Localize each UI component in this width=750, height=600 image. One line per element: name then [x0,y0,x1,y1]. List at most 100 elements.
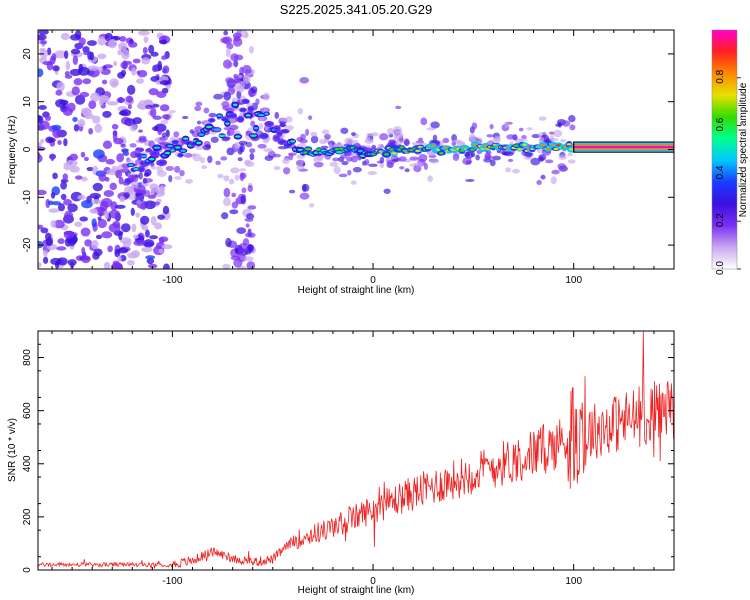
spectrogram-cell [341,161,349,166]
spectrogram-cell [158,39,168,45]
spectrogram-cell [138,135,147,140]
spectrogram-cell [149,235,159,240]
spectrogram-x-axis-label: Height of straight line (km) [298,285,415,296]
spectrogram-cell [69,153,79,161]
spectrogram-cell [313,161,324,168]
spectrogram-cell [260,134,268,138]
spectrogram-cell [194,105,202,112]
spectrogram-y-tick-label: 20 [22,48,33,60]
spectrogram-cell [388,148,395,151]
spectrogram-cell [93,149,105,159]
spectrogram-cell [243,256,254,262]
spectrogram-cell [257,113,265,117]
snr-background [38,331,674,570]
spectrogram-cell [517,148,522,151]
snr-series-line [38,331,674,569]
spectrogram-cell [160,119,169,125]
spectrogram-cell [241,187,247,194]
spectrogram-cell [350,132,356,136]
spectrogram-cell [557,163,567,170]
spectrogram-cell [57,203,66,212]
spectrogram-cell [159,136,168,141]
spectrogram-cell [108,223,121,233]
spectrogram-cell [57,140,62,145]
spectrogram-cell [538,116,547,121]
spectrogram-cell [159,104,170,112]
spectrogram-cell [152,115,162,120]
spectrogram-cell [150,186,155,197]
spectrogram-cell [138,30,150,36]
spectrogram-cell [133,167,139,171]
spectrogram-cell [64,210,74,221]
spectrogram-cell [244,159,252,165]
spectrogram-cell [491,155,502,161]
spectrogram-cell [72,55,79,66]
spectrogram-cell [302,183,310,192]
spectrogram-cell [413,164,422,173]
spectrogram-cell [430,121,440,129]
spectrogram-cell [123,192,131,199]
spectrogram-cell [281,130,288,133]
spectrogram-cell [131,249,141,258]
spectrogram-cell [442,137,450,144]
spectrogram-cell [164,113,171,121]
spectrogram-cell [288,189,296,194]
spectrogram-cell [119,36,127,42]
spectrogram-cell [64,71,70,77]
spectrogram-cell [247,185,253,192]
spectrogram-cell [232,103,238,107]
spectrogram-cell [263,92,270,101]
spectrogram-cell [427,175,434,183]
spectrogram-cell [42,61,53,66]
spectrogram-cell [50,220,57,228]
spectrogram-cell [238,140,248,145]
spectrogram-cell [84,113,95,120]
spectrogram-cell [107,245,113,253]
spectrogram-cell [54,50,67,59]
spectrogram-cell [73,78,83,86]
spectrogram-cell [152,152,157,155]
spectrogram-cell [338,173,348,178]
spectrogram-cell [120,223,131,233]
spectrogram-cell [538,154,547,161]
spectrogram-cell [136,70,141,75]
spectrogram-cell [220,37,230,44]
spectrogram-cell [56,246,67,251]
spectrogram-cell [38,154,43,163]
spectrogram-cell [238,74,243,79]
spectrogram-cell [225,107,235,113]
spectrogram-cell [329,161,339,167]
spectrogram-cell [74,30,82,40]
spectrogram-cell [468,133,476,142]
spectrogram-cell [323,133,331,140]
spectrogram-cell [201,165,208,170]
spectrogram-cell [560,139,567,143]
spectrogram-cell [426,127,436,131]
spectrogram-cell [156,170,167,178]
spectrogram-cell [217,173,224,179]
spectrogram-y-tick-label: 0 [22,146,33,152]
spectrogram-cell [573,146,674,149]
spectrogram-cell [117,255,122,263]
spectrogram-cell [225,77,235,84]
spectrogram-cell [506,134,516,140]
spectrogram-cell [249,45,254,54]
spectrogram-cell [60,193,67,201]
spectrogram-cell [111,81,119,86]
spectrogram-cell [181,115,189,120]
spectrogram-cell [91,199,102,205]
spectrogram-y-tick-label: 10 [22,96,33,108]
spectrogram-cell [48,208,60,213]
spectrogram-cell [144,200,156,210]
spectrogram-cell [122,151,130,156]
spectrogram-cell [157,127,163,136]
spectrogram-cell [205,125,213,129]
spectrogram-cell [240,195,247,205]
spectrogram-cell [143,178,154,183]
spectrogram-cell [521,135,527,140]
spectrogram-cell [71,86,80,96]
spectrogram-cell [366,132,375,137]
spectrogram-cell [213,128,221,131]
spectrogram-cell [127,260,135,266]
spectrogram-cell [566,143,572,146]
